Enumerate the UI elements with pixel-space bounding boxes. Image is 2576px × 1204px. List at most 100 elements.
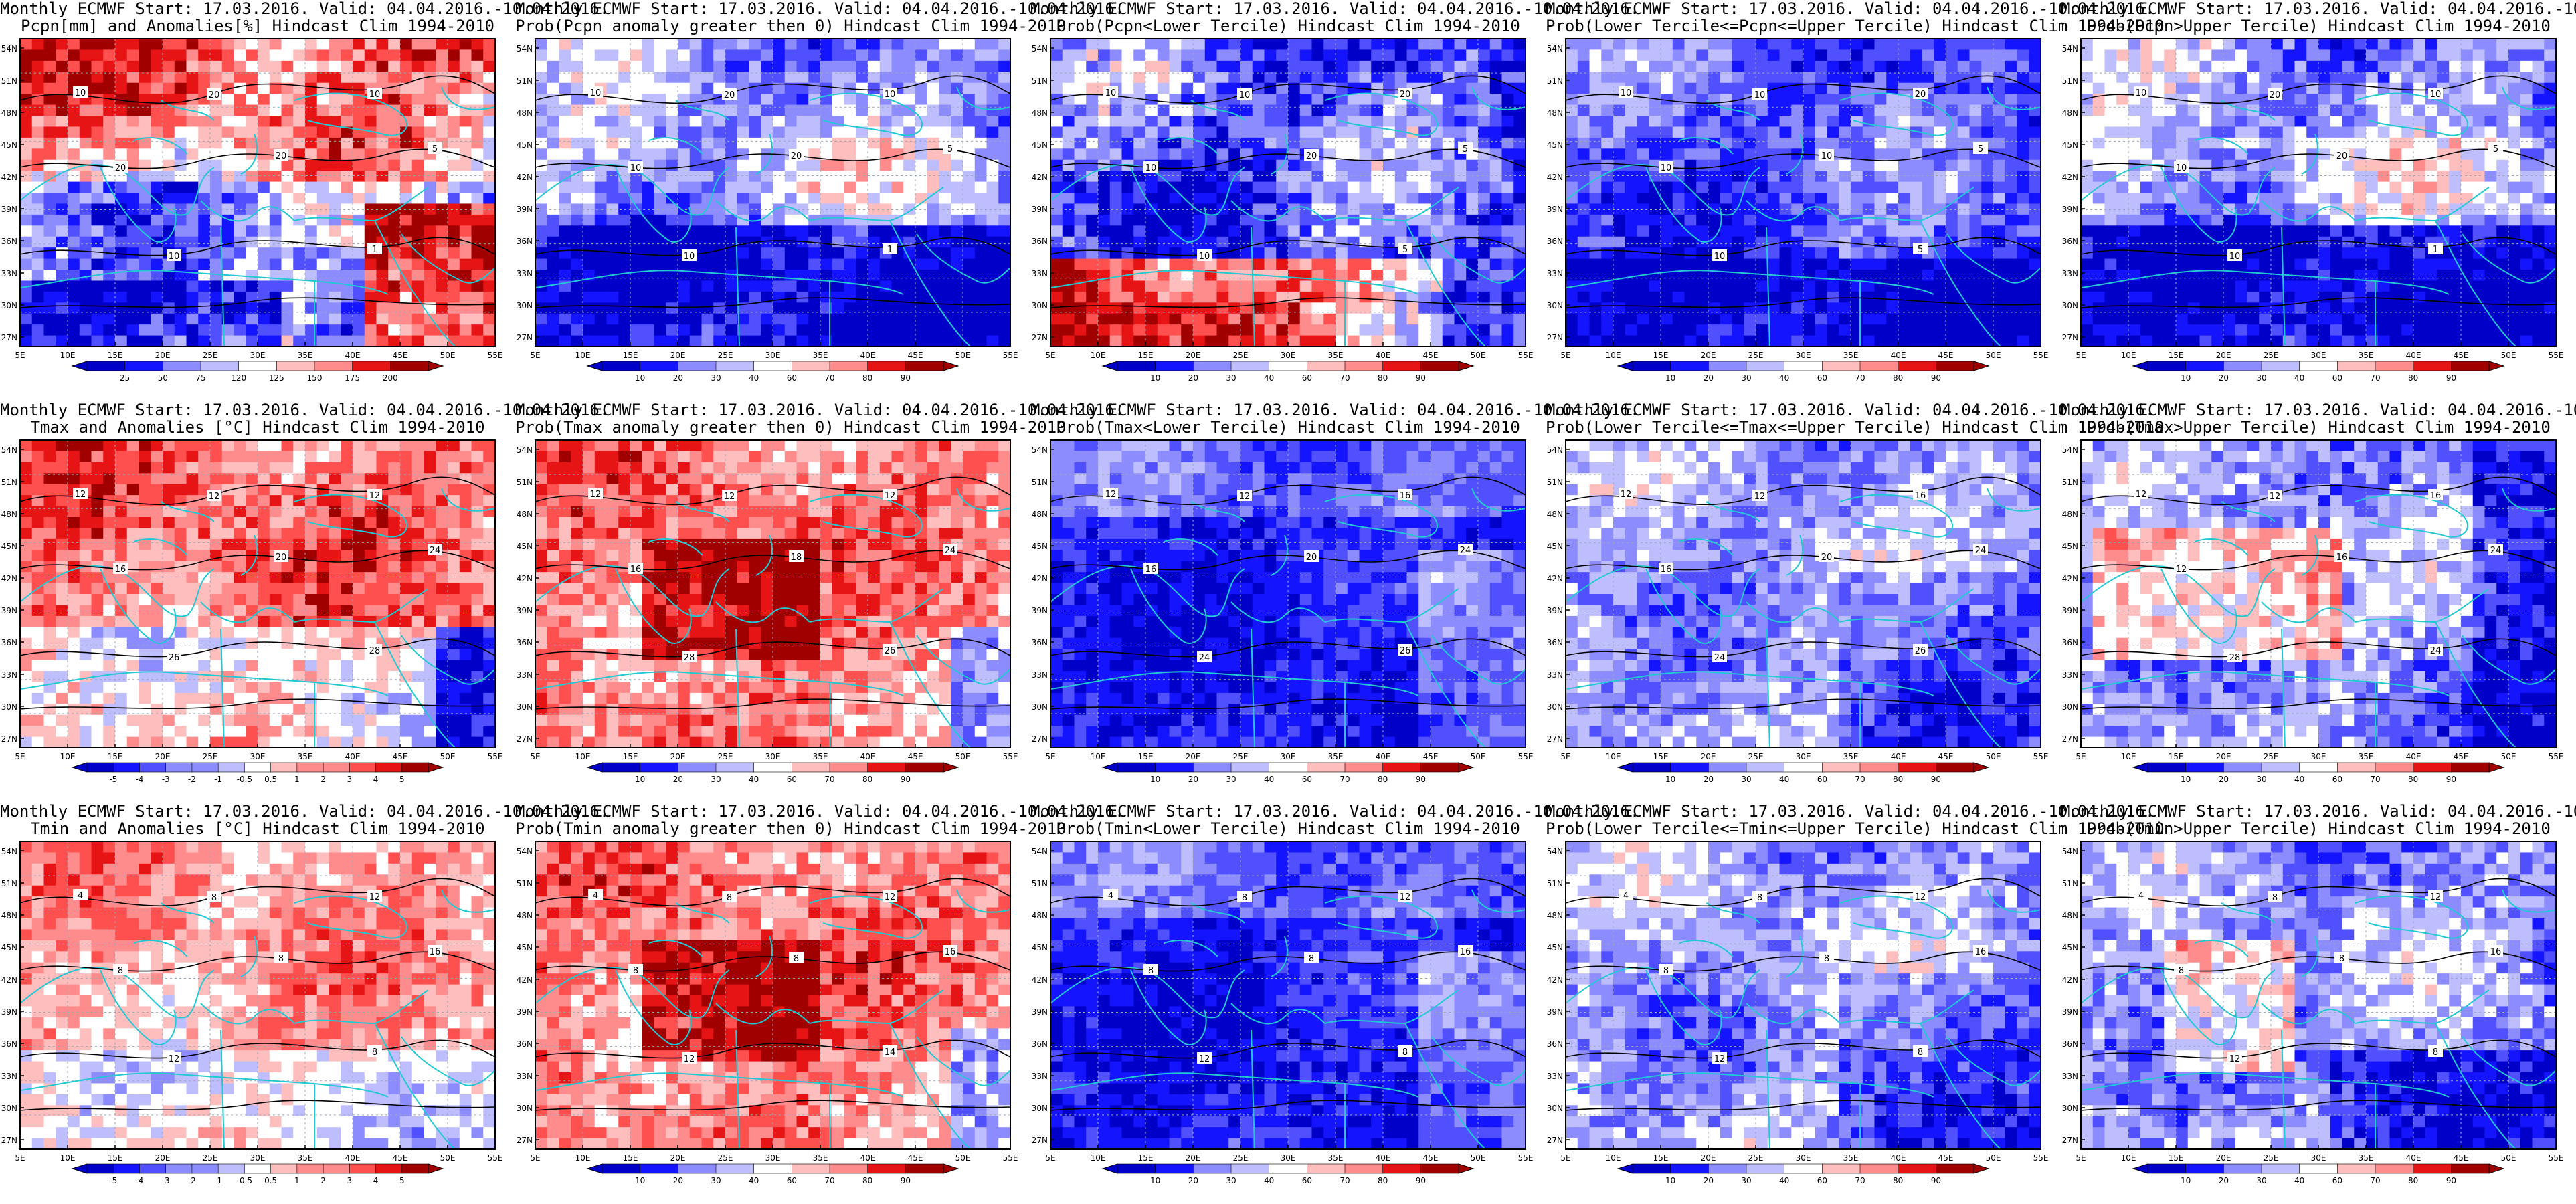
lat-tick-label: 45N: [2062, 943, 2078, 952]
lon-tick-label: 40E: [2406, 752, 2421, 761]
lon-tick-label: 55E: [1003, 752, 1018, 761]
lat-tick-label: 36N: [2062, 237, 2078, 246]
lat-tick-label: 39N: [1547, 205, 1563, 214]
lat-tick-label: 48N: [2062, 911, 2078, 920]
colorbar-tick-label: 30: [1741, 1176, 1751, 1185]
colorbar-tick-label: 80: [1893, 373, 1903, 383]
colorbar-tick-label: 90: [2446, 1176, 2456, 1185]
colorbar-tick-label: 40: [1264, 1176, 1274, 1185]
contour-label: 12: [1619, 488, 1633, 500]
lat-tick-label: 27N: [1, 734, 17, 744]
lat-tick-label: 51N: [1547, 478, 1563, 487]
colorbar-tick-label: 5: [399, 1176, 405, 1185]
map-coastlines: [1565, 86, 2041, 347]
lat-tick-label: 48N: [1032, 510, 1048, 519]
contour-label: 12: [1712, 1052, 1727, 1064]
lat-tick-label: 54N: [1547, 44, 1563, 54]
colorbar-tick-label: 80: [2408, 373, 2418, 383]
lon-tick-label: 55E: [2549, 350, 2564, 360]
panel-r1c5: Monthly ECMWF Start: 17.03.2016. Valid: …: [2061, 0, 2576, 401]
colorbar-tick-label: 10: [1665, 1176, 1675, 1185]
colorbar-tick-label: 20: [2219, 373, 2229, 383]
panel-title-line1: Monthly ECMWF Start: 17.03.2016. Valid: …: [2061, 401, 2576, 419]
lon-tick-label: 55E: [2033, 752, 2049, 761]
lon-tick-label: 40E: [345, 350, 361, 360]
lat-tick-label: 42N: [517, 975, 533, 985]
lon-tick-label: 50E: [2501, 1153, 2516, 1163]
lon-tick-label: 50E: [2501, 350, 2516, 360]
lat-tick-label: 51N: [1032, 478, 1048, 487]
colorbar-tick-label: 70: [824, 775, 834, 784]
colorbar-tick-label: 200: [383, 373, 398, 383]
panel-title-line2: Prob(Tmin>Upper Tercile) Hindcast Clim 1…: [2086, 819, 2551, 838]
lon-tick-label: 45E: [908, 1153, 923, 1163]
lat-tick-label: 45N: [517, 140, 533, 150]
lat-tick-label: 27N: [1, 333, 17, 342]
colorbar-tick-label: 40: [749, 1176, 759, 1185]
lon-tick-label: 35E: [813, 1153, 828, 1163]
colorbar-tick-label: 60: [1302, 373, 1312, 383]
contour-label: 10: [2134, 86, 2148, 98]
lat-tick-label: 42N: [2062, 574, 2078, 583]
colorbar-tick-label: 10: [635, 373, 645, 383]
map-coastlines: [1050, 889, 1526, 1150]
panel-title-line1: Monthly ECMWF Start: 17.03.2016. Valid: …: [1030, 0, 1640, 18]
lat-tick-label: 51N: [1547, 76, 1563, 86]
colorbar-tick-label: 60: [1302, 1176, 1312, 1185]
colorbar-tick-label: -2: [188, 1176, 196, 1185]
panel-title-line2: Prob(Pcpn>Upper Tercile) Hindcast Clim 1…: [2086, 17, 2551, 35]
lat-tick-label: 48N: [517, 510, 533, 519]
lon-tick-label: 45E: [2454, 752, 2469, 761]
colorbar-tick-label: 5: [399, 775, 405, 784]
colorbar: 10 20 30 40 60 70 80 90: [2132, 361, 2505, 383]
lat-tick-label: 39N: [517, 606, 533, 615]
panel-title-line2: Prob(Tmax>Upper Tercile) Hindcast Clim 1…: [2086, 418, 2551, 437]
lon-tick-label: 5E: [2076, 752, 2086, 761]
lon-tick-label: 15E: [2169, 1153, 2184, 1163]
colorbar-tick-label: 10: [1150, 775, 1160, 784]
lon-tick-label: 15E: [1138, 1153, 1154, 1163]
contour-label: 20: [274, 149, 288, 161]
colorbar-tick-label: 30: [711, 775, 721, 784]
map-svg: 12 12 16 16 20 24 24 26 54N 51N 48N 45N 42N 39N 36N 33N…: [1032, 439, 1533, 784]
lat-tick-label: 45N: [1032, 542, 1048, 551]
lon-tick-label: 10E: [575, 1153, 591, 1163]
lon-tick-label: 5E: [1560, 1153, 1570, 1163]
lon-tick-label: 45E: [1938, 1153, 1954, 1163]
lon-tick-label: 45E: [1423, 350, 1439, 360]
svg-text:10: 10: [1199, 252, 1210, 262]
lon-tick-label: 20E: [155, 752, 171, 761]
colorbar-tick-label: 40: [2294, 1176, 2304, 1185]
colorbar-tick-label: 70: [1340, 373, 1350, 383]
contour-label: 8: [2268, 891, 2282, 903]
lat-tick-label: 42N: [1032, 173, 1048, 182]
svg-text:20: 20: [791, 151, 802, 161]
lat-tick-label: 54N: [1032, 44, 1048, 54]
lat-tick-label: 27N: [2062, 333, 2078, 342]
colorbar-tick-label: 80: [862, 1176, 872, 1185]
colorbar-tick-label: 10: [1665, 373, 1675, 383]
contour-label: 20: [722, 88, 737, 100]
colorbar-tick-label: 10: [2181, 1176, 2191, 1185]
map-svg: 4 8 12 8 8 16 12 8 54N 51N 48N 45N 42N 39N 36N 33N 30N 27…: [1547, 841, 2048, 1185]
colorbar-tick-label: 70: [2370, 775, 2380, 784]
contour-label: 12: [207, 490, 221, 502]
lon-tick-label: 55E: [1518, 1153, 1534, 1163]
lon-tick-label: 10E: [60, 1153, 76, 1163]
lon-tick-label: 45E: [2454, 350, 2469, 360]
panel-title-line2: Prob(Tmin<Lower Tercile) Hindcast Clim 1…: [1056, 819, 1520, 838]
lat-tick-label: 27N: [517, 734, 533, 744]
svg-text:10: 10: [75, 88, 86, 98]
lon-tick-label: 5E: [15, 350, 25, 360]
colorbar-tick-label: 80: [2408, 775, 2418, 784]
lon-tick-label: 15E: [623, 350, 638, 360]
colorbar-tick-label: -3: [162, 775, 170, 784]
colorbar-tick-label: 40: [1264, 775, 1274, 784]
colorbar-tick-label: 90: [1931, 373, 1941, 383]
contour-label: 16: [628, 563, 643, 575]
contour-label: 18: [789, 550, 804, 563]
lon-tick-label: 20E: [670, 752, 686, 761]
lat-tick-label: 36N: [1, 237, 17, 246]
contour-label: 10: [682, 249, 697, 262]
panel-title-line2: Pcpn[mm] and Anomalies[%] Hindcast Clim …: [20, 17, 494, 35]
